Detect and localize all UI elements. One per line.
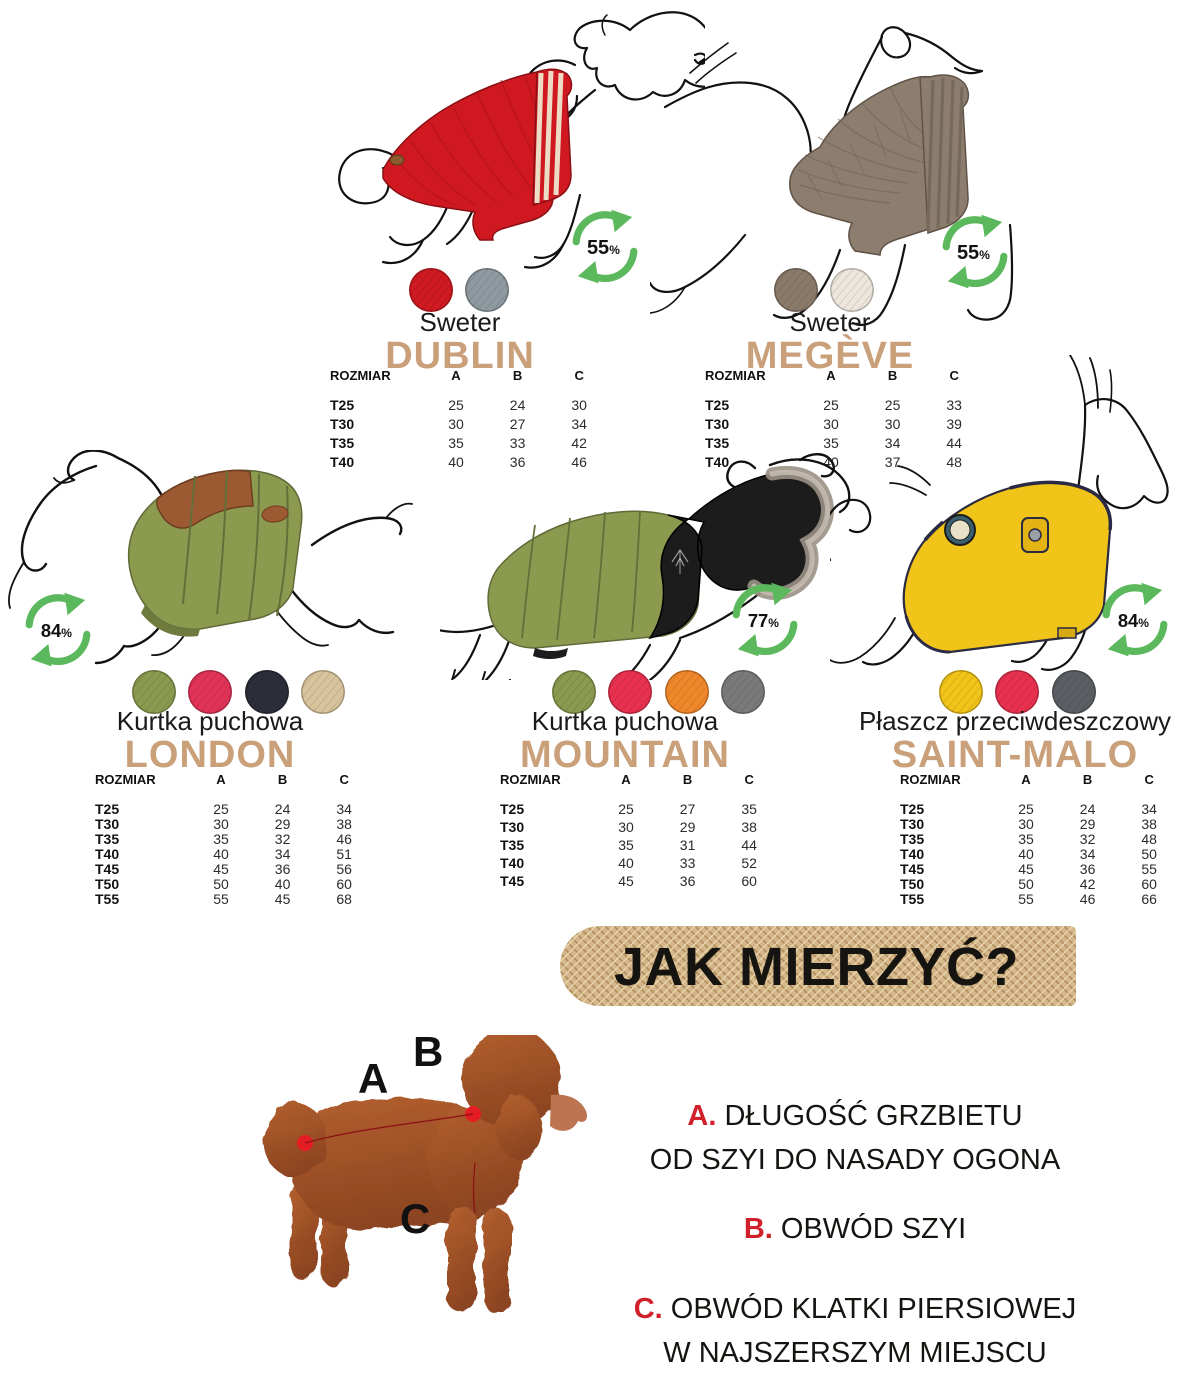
svg-text:55%: 55% <box>957 242 990 264</box>
svg-text:84%: 84% <box>1118 610 1149 631</box>
svg-text:84%: 84% <box>41 620 72 641</box>
svg-text:55%: 55% <box>587 237 620 259</box>
svg-text:77%: 77% <box>748 610 779 631</box>
